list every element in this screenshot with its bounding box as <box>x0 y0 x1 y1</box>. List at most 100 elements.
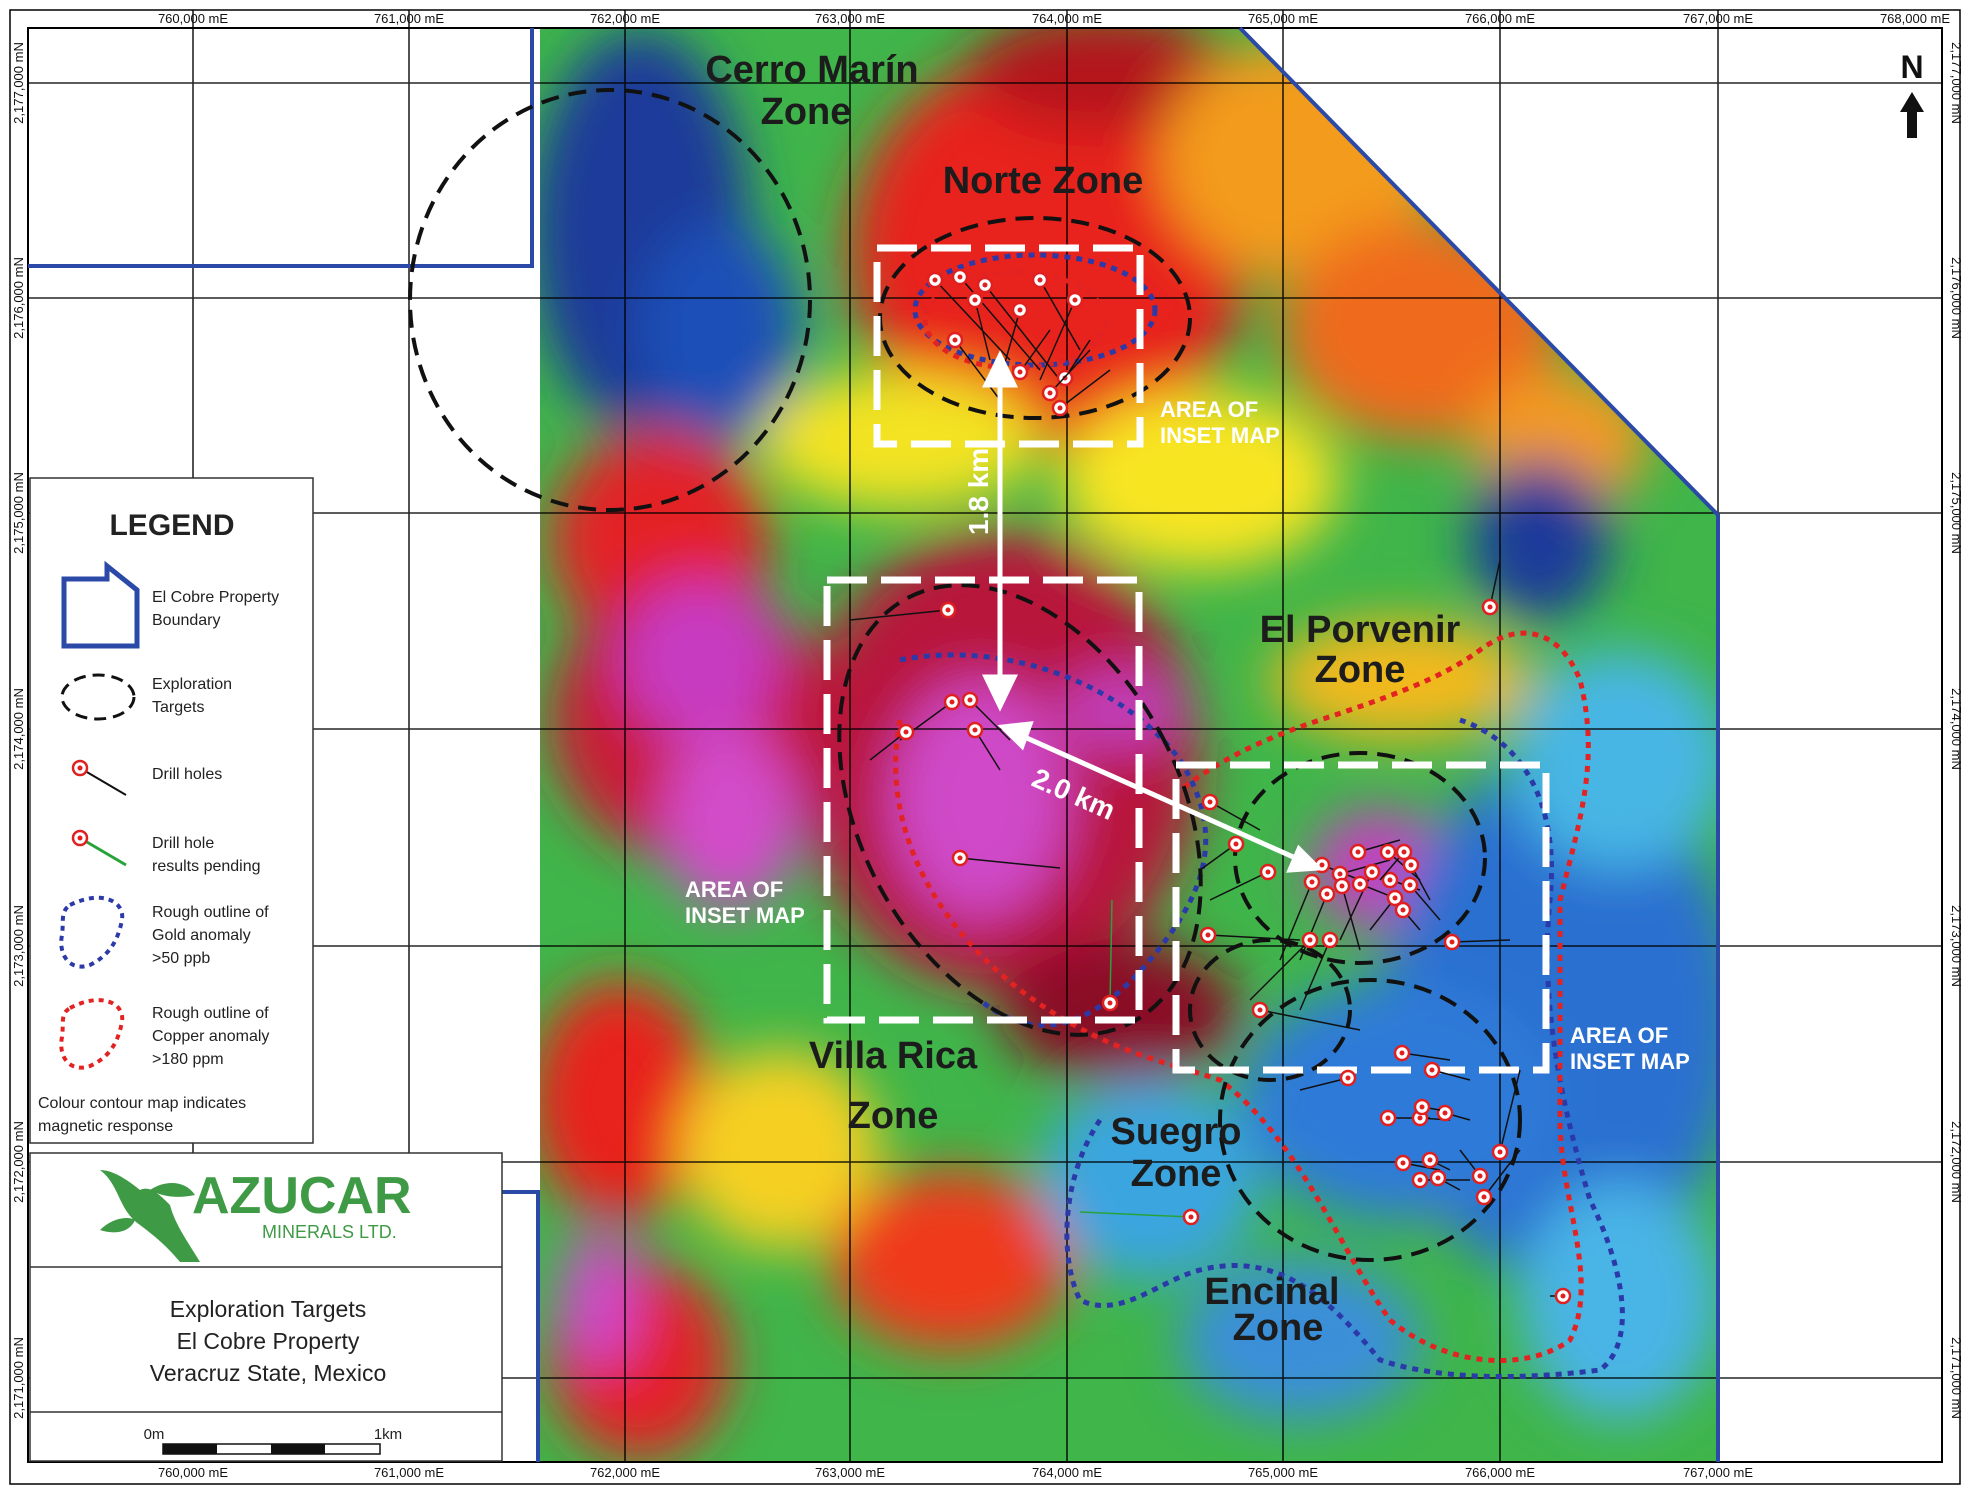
inset-boxes <box>823 244 1550 1074</box>
drill-hole-marker <box>951 849 1061 869</box>
drill-hole-marker <box>1413 1098 1441 1116</box>
drill-hole-marker <box>1394 901 1421 931</box>
northing-left-2176000: 2,176,000 mN <box>11 257 26 339</box>
drill-hole-marker <box>1299 931 1339 1011</box>
inset-label-porvenir-2: INSET MAP <box>1570 1049 1690 1074</box>
inset-label-norte-2: INSET MAP <box>1160 423 1280 448</box>
zone-label-suegro-1: Suegro <box>1111 1111 1242 1153</box>
legend-panel: LEGEND El Cobre Property Boundary Explor… <box>29 477 314 1144</box>
legend-item-gold-line3: >50 ppb <box>152 950 210 967</box>
legend-item-boundary-line1: El Cobre Property <box>152 589 279 606</box>
target-suegro <box>1188 938 1352 1082</box>
easting-top-768000: 768,000 mE <box>1880 11 1950 26</box>
legend-item-pending-line2: results pending <box>152 858 261 875</box>
drill-hole-marker <box>1251 1001 1361 1031</box>
drill-hole-marker <box>1201 793 1261 831</box>
legend-item-targets-line1: Exploration <box>152 676 232 693</box>
drill-hole-marker <box>1401 876 1441 921</box>
drill-hole-marker <box>1459 1149 1489 1185</box>
easting-top-766000: 766,000 mE <box>1465 11 1535 26</box>
property-boundary-east <box>1238 26 1720 1462</box>
easting-bottom-767000: 767,000 mE <box>1683 1465 1753 1480</box>
northing-left-2172000: 2,172,000 mN <box>11 1121 26 1203</box>
zone-label-el-porvenir-2: Zone <box>1315 649 1406 691</box>
drill-hole-marker <box>1333 877 1361 951</box>
legend-item-targets-line2: Targets <box>152 699 204 716</box>
zone-label-villa-rica-1: Villa Rica <box>809 1035 978 1077</box>
drill-hole-marker <box>849 601 957 621</box>
drill-hole-marker <box>1550 1287 1572 1305</box>
northing-right-2173000: 2,173,000 mN <box>1949 905 1964 987</box>
northing-right-2175000: 2,175,000 mN <box>1949 472 1964 554</box>
drill-hole-icon <box>71 759 127 796</box>
logo-subtitle: MINERALS LTD. <box>262 1222 397 1242</box>
easting-bottom-765000: 765,000 mE <box>1248 1465 1318 1480</box>
zone-label-encinal-2: Zone <box>1233 1307 1324 1349</box>
drill-hole-marker <box>1199 926 1301 944</box>
gold-anomaly-icon <box>59 895 125 969</box>
title-line-1: Exploration Targets <box>170 1296 366 1322</box>
scale-end-label: 1km <box>374 1426 402 1443</box>
northing-left-2173000: 2,173,000 mN <box>11 905 26 987</box>
drill-hole-marker <box>1249 931 1319 1001</box>
northing-left-2177000: 2,177,000 mN <box>11 42 26 124</box>
drill-hole-marker <box>1402 856 1431 901</box>
northing-left-2171000: 2,171,000 mN <box>11 1337 26 1419</box>
northing-right-2177000: 2,177,000 mN <box>1949 42 1964 124</box>
title-block: AZUCAR MINERALS LTD. Exploration Targets… <box>29 1152 503 1462</box>
target-cerro-marin <box>408 88 812 512</box>
northing-right-2171000: 2,171,000 mN <box>1949 1337 1964 1419</box>
drill-hole-marker <box>1299 885 1336 961</box>
northing-right-2174000: 2,174,000 mN <box>1949 688 1964 770</box>
logo-name: AZUCAR <box>192 1167 412 1225</box>
distance-label-north-south: 1.8 km <box>963 448 994 535</box>
zone-label-el-porvenir-1: El Porvenir <box>1260 609 1461 651</box>
target-encinal <box>1218 978 1522 1262</box>
legend-title: LEGEND <box>109 509 234 542</box>
legend-item-copper-line1: Rough outline of <box>152 1005 269 1022</box>
property-boundary-icon <box>61 560 140 649</box>
zone-label-suegro-2: Zone <box>1131 1153 1222 1195</box>
azucar-logo: AZUCAR MINERALS LTD. <box>100 1167 412 1262</box>
easting-bottom-760000: 760,000 mE <box>158 1465 228 1480</box>
drill-hole-marker <box>1199 835 1245 871</box>
drill-hole-marker <box>966 291 991 361</box>
zone-labels: Cerro Marín Zone Norte Zone El Porvenir … <box>705 49 1460 1349</box>
drill-hole-marker <box>1423 1061 1471 1081</box>
title-line-2: El Cobre Property <box>177 1328 360 1354</box>
easting-top-767000: 767,000 mE <box>1683 11 1753 26</box>
drill-hole-marker <box>1421 1151 1451 1171</box>
easting-bottom-764000: 764,000 mE <box>1032 1465 1102 1480</box>
north-arrow-label: N <box>1900 49 1923 85</box>
drill-hole-marker <box>1039 291 1084 381</box>
legend-note-line1: Colour contour map indicates <box>38 1095 246 1112</box>
easting-top-765000: 765,000 mE <box>1248 11 1318 26</box>
drill-hole-marker <box>1436 1104 1471 1122</box>
map-frame <box>27 27 1943 1463</box>
inset-label-porvenir-1: AREA OF <box>1570 1023 1668 1048</box>
drill-hole-marker <box>926 271 1011 361</box>
legend-item-gold-line2: Gold anomaly <box>152 927 251 944</box>
drill-hole-marker <box>1209 863 1277 901</box>
property-boundary-sw <box>500 1190 540 1462</box>
easting-top-762000: 762,000 mE <box>590 11 660 26</box>
northing-left-2175000: 2,175,000 mN <box>11 472 26 554</box>
drill-hole-marker <box>1079 1208 1200 1226</box>
drill-hole-marker <box>1041 349 1091 402</box>
drill-hole-marker <box>1369 889 1404 931</box>
inset-box-porvenir <box>1172 761 1550 1074</box>
copper-anomaly-icon <box>59 998 125 1070</box>
northing-labels: 2,177,000 mN 2,176,000 mN 2,175,000 mN 2… <box>11 42 1964 1419</box>
drill-hole-marker <box>1279 873 1321 961</box>
inset-labels: AREA OF INSET MAP AREA OF INSET MAP AREA… <box>685 397 1690 1074</box>
easting-top-761000: 761,000 mE <box>374 11 444 26</box>
outer-frame <box>9 9 1961 1485</box>
legend-note-line2: magnetic response <box>38 1118 173 1135</box>
title-line-3: Veracruz State, Mexico <box>150 1360 387 1386</box>
scale-start-label: 0m <box>144 1426 165 1443</box>
legend-item-copper-line2: Copper anomaly <box>152 1028 269 1045</box>
easting-bottom-766000: 766,000 mE <box>1465 1465 1535 1480</box>
drill-hole-marker <box>966 721 1001 771</box>
easting-bottom-763000: 763,000 mE <box>815 1465 885 1480</box>
